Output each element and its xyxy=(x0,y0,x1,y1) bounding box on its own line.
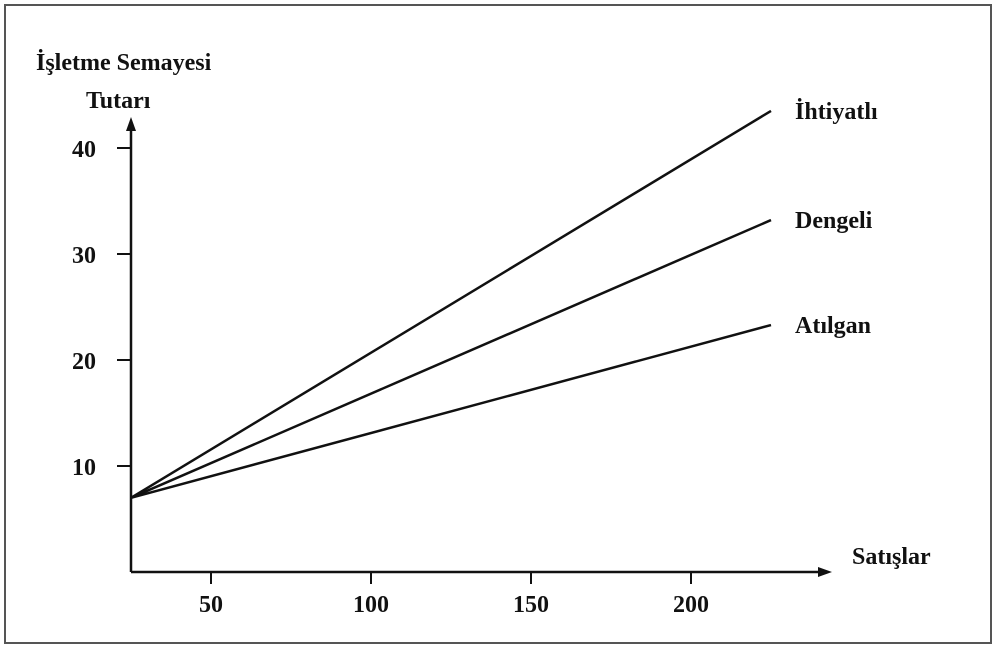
series-label-1: Dengeli xyxy=(795,208,873,234)
y-tick-label: 30 xyxy=(72,243,96,269)
x-tick-label: 100 xyxy=(353,592,389,618)
x-axis-label: Satışlar xyxy=(852,544,931,570)
series-label-2: Atılgan xyxy=(795,313,871,339)
series-label-0: İhtiyatlı xyxy=(795,99,878,125)
y-tick-label: 40 xyxy=(72,137,96,163)
series-line-0 xyxy=(130,109,772,499)
x-tick-label: 150 xyxy=(513,592,549,618)
x-tick-label: 50 xyxy=(199,592,223,618)
y-axis-label-line2: Tutarı xyxy=(86,88,151,114)
series-line-1 xyxy=(130,218,772,499)
chart-frame xyxy=(4,4,992,644)
series-line-2 xyxy=(130,323,772,500)
y-axis-arrow-icon xyxy=(126,117,136,131)
y-tick-label: 20 xyxy=(72,349,96,375)
x-tick-label: 200 xyxy=(673,592,709,618)
y-tick-label: 10 xyxy=(72,455,96,481)
y-axis-label-line1: İşletme Semayesi xyxy=(36,50,212,76)
x-axis-arrow-icon xyxy=(818,567,832,577)
